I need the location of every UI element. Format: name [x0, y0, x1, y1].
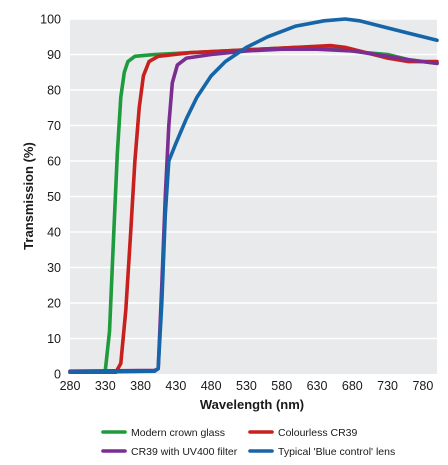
x-tick-label: 330 [95, 379, 116, 393]
x-tick-labels: 280 330 380 430 480 530 580 630 680 730 780 [60, 379, 434, 393]
y-tick-label: 100 [40, 13, 61, 27]
y-tick-labels: 0 10 20 30 40 50 60 70 80 90 100 [40, 13, 61, 382]
x-tick-label: 730 [377, 379, 398, 393]
x-axis-title: Wavelength (nm) [200, 397, 304, 412]
legend: Modern crown glass Colourless CR39 CR39 wi… [101, 427, 395, 458]
grid-lines [70, 18, 437, 340]
y-tick-label: 0 [54, 368, 61, 382]
x-tick-label: 480 [201, 379, 222, 393]
y-tick-label: 70 [47, 119, 61, 133]
x-tick-label: 780 [412, 379, 433, 393]
y-tick-label: 80 [47, 84, 61, 98]
x-tick-label: 680 [342, 379, 363, 393]
x-tick-label: 280 [60, 379, 81, 393]
x-tick-label: 630 [307, 379, 328, 393]
series-line [68, 17, 439, 374]
y-tick-label: 40 [47, 226, 61, 240]
y-tick-label: 60 [47, 155, 61, 169]
legend-label: CR39 with UV400 filter [131, 446, 238, 458]
legend-label: Colourless CR39 [278, 427, 358, 439]
y-tick-label: 20 [47, 297, 61, 311]
x-tick-label: 380 [130, 379, 151, 393]
x-tick-label: 580 [271, 379, 292, 393]
x-tick-label: 430 [165, 379, 186, 393]
legend-label: Modern crown glass [131, 427, 225, 439]
y-tick-label: 90 [47, 48, 61, 62]
y-tick-label: 30 [47, 261, 61, 275]
series-lines [68, 17, 439, 374]
x-tick-label: 530 [236, 379, 257, 393]
y-tick-label: 10 [47, 332, 61, 346]
y-axis-title: Transmission (%) [21, 142, 36, 250]
legend-label: Typical 'Blue control' lens [278, 446, 395, 458]
y-tick-label: 50 [47, 190, 61, 204]
